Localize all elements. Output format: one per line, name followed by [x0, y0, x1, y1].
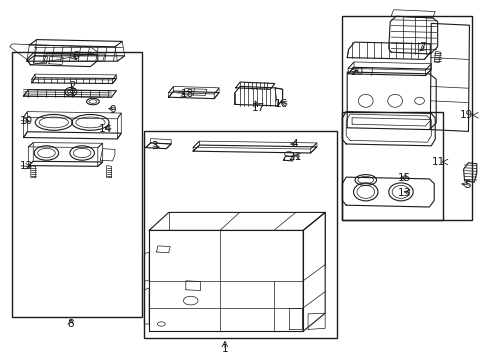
Text: 19: 19: [459, 110, 472, 120]
Text: 8: 8: [67, 319, 74, 329]
Text: 6: 6: [72, 51, 79, 61]
Text: 16: 16: [275, 99, 288, 109]
Text: 13: 13: [397, 188, 410, 198]
Text: 4: 4: [291, 139, 298, 149]
Text: 5: 5: [463, 180, 470, 190]
Text: 15: 15: [397, 173, 410, 183]
Text: 20: 20: [350, 67, 363, 77]
Bar: [12, 52, 142, 317]
Text: 2: 2: [69, 81, 76, 91]
Text: 21: 21: [287, 152, 301, 162]
Text: 1: 1: [221, 344, 228, 354]
Text: 18: 18: [181, 89, 194, 99]
Text: 10: 10: [20, 116, 33, 126]
Text: 3: 3: [151, 141, 158, 151]
Text: 14: 14: [99, 123, 112, 134]
Bar: [342, 16, 471, 220]
Text: 7: 7: [418, 42, 425, 52]
Text: 17: 17: [251, 103, 264, 113]
Text: 11: 11: [431, 157, 444, 167]
Text: 12: 12: [20, 161, 33, 171]
Bar: [342, 112, 442, 220]
Text: 9: 9: [109, 105, 116, 115]
Bar: [144, 131, 337, 338]
